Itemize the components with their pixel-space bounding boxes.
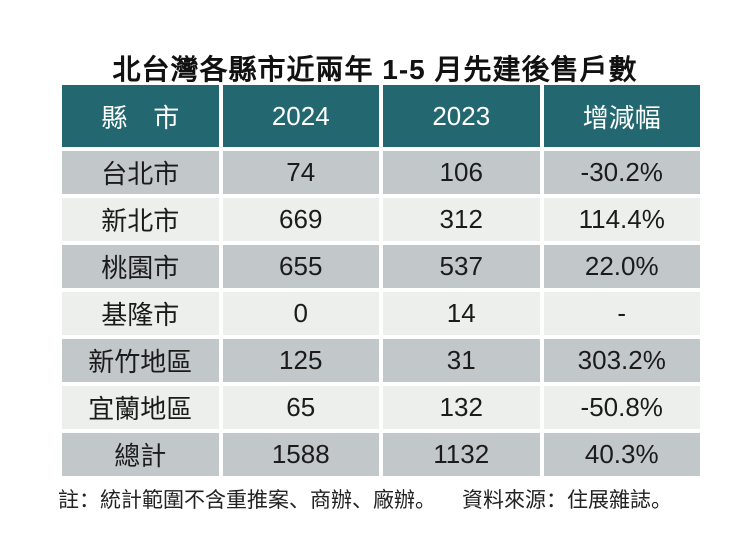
row-label-cell: 新竹地區 xyxy=(62,339,219,382)
table-cell: 65 xyxy=(222,386,379,429)
table-cell: 114.4% xyxy=(543,198,700,241)
table-cell: 669 xyxy=(222,198,379,241)
footnote-note: 註：統計範圍不含重推案、商辦、廠辦。 xyxy=(58,489,436,512)
table-cell: 40.3% xyxy=(543,433,700,476)
data-table: 縣 市 2024 2023 增減幅 台北市 74 106 -30.2% 新北市 … xyxy=(62,85,700,476)
footnote-source: 資料來源：住展雜誌。 xyxy=(462,489,672,512)
table-cell: 22.0% xyxy=(543,245,700,288)
table-cell: 303.2% xyxy=(543,339,700,382)
footnote: 註：統計範圍不含重推案、商辦、廠辦。 資料來源：住展雜誌。 xyxy=(58,484,672,514)
table-cell: 14 xyxy=(383,292,540,335)
table-cell: 132 xyxy=(383,386,540,429)
row-label-cell: 台北市 xyxy=(62,151,219,194)
table-cell: 74 xyxy=(222,151,379,194)
table-cell: 537 xyxy=(383,245,540,288)
table-cell: -50.8% xyxy=(543,386,700,429)
row-label-cell: 總計 xyxy=(62,433,219,476)
table-cell: - xyxy=(543,292,700,335)
table-cell: 0 xyxy=(222,292,379,335)
table-cell: 312 xyxy=(383,198,540,241)
row-label-cell: 桃園市 xyxy=(62,245,219,288)
column-header-change: 增減幅 xyxy=(543,85,700,147)
table-cell: 655 xyxy=(222,245,379,288)
row-label-cell: 基隆市 xyxy=(62,292,219,335)
table-cell: 106 xyxy=(383,151,540,194)
row-label-cell: 宜蘭地區 xyxy=(62,386,219,429)
table-cell: 31 xyxy=(383,339,540,382)
column-header-2024: 2024 xyxy=(222,85,379,147)
table-cell: -30.2% xyxy=(543,151,700,194)
page-title: 北台灣各縣市近兩年 1-5 月先建後售戶數 xyxy=(112,54,638,85)
table-cell: 1588 xyxy=(222,433,379,476)
column-header-2023: 2023 xyxy=(383,85,540,147)
table-cell: 125 xyxy=(222,339,379,382)
column-header-city: 縣 市 xyxy=(62,85,219,147)
table-cell: 1132 xyxy=(383,433,540,476)
row-label-cell: 新北市 xyxy=(62,198,219,241)
